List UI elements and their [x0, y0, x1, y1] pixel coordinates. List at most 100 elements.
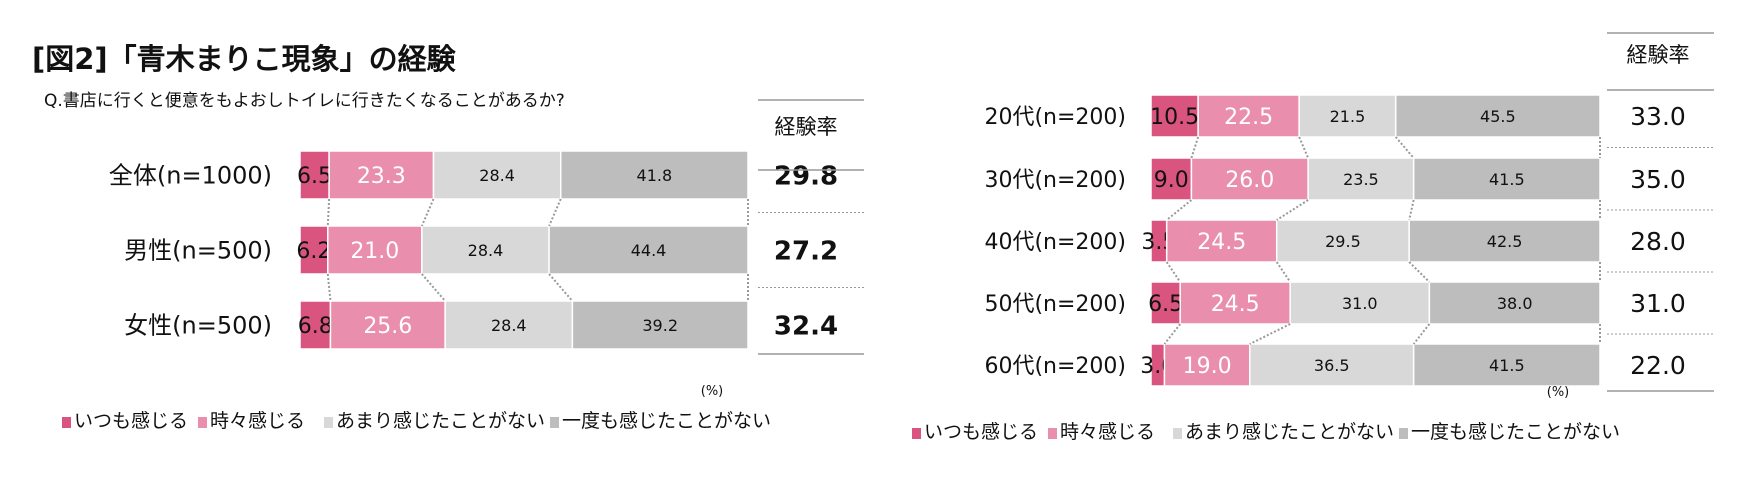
connector-line — [1408, 199, 1415, 221]
rate-header: 経験率 — [1627, 43, 1690, 67]
connector-line — [1276, 199, 1309, 221]
data-label: 39.2 — [642, 316, 678, 335]
data-label: 10.5 — [1150, 105, 1199, 130]
connector-line — [1394, 136, 1415, 159]
data-label: 23.3 — [357, 164, 406, 189]
legend-label: いつも感じる — [74, 410, 188, 432]
legend-label: 時々感じる — [1060, 421, 1155, 443]
connector-line — [421, 273, 446, 302]
category-label: 30代(n=200) — [984, 168, 1126, 193]
bar-segment — [1197, 94, 1300, 138]
bar-segment — [548, 225, 749, 275]
legend-swatch — [1399, 428, 1408, 439]
bar-segment — [559, 150, 749, 200]
legend-swatch — [198, 417, 207, 428]
bar-segment — [299, 150, 330, 200]
rate-value: 27.2 — [774, 236, 838, 266]
connector-line — [326, 273, 332, 302]
legend-swatch — [324, 417, 333, 428]
category-label: 女性(n=500) — [124, 312, 272, 340]
bar-segment — [329, 300, 446, 350]
legend-label: あまり感じたことがない — [1185, 421, 1394, 443]
chart-1: 20代(n=200) 10.5 22.5 21.5 45.5 33.0 30代(n=200)… — [912, 32, 1714, 443]
question-text: Q.書店に行くと便意をもよおしトイレに行きたくなることがあるか? — [44, 91, 565, 111]
connector-line — [1190, 136, 1200, 159]
connector-line — [548, 198, 562, 227]
data-label: 24.5 — [1211, 292, 1260, 317]
connector-line — [1165, 261, 1182, 283]
legend-label: 一度も感じたことがない — [562, 410, 771, 432]
connector-line — [1408, 261, 1431, 283]
data-label: 6.5 — [297, 164, 332, 189]
bar-segment — [1150, 94, 1199, 138]
legend-swatch — [1173, 428, 1182, 439]
connector-line — [326, 198, 331, 227]
legend-swatch — [912, 428, 921, 439]
data-label: 26.0 — [1225, 168, 1274, 193]
category-label: 20代(n=200) — [984, 105, 1126, 130]
data-label: 38.0 — [1497, 294, 1533, 313]
data-label: 6.8 — [298, 314, 333, 339]
bar-segment — [1150, 281, 1181, 325]
data-label: 23.5 — [1343, 170, 1379, 189]
connector-line — [1166, 199, 1193, 221]
data-label: 25.6 — [363, 314, 412, 339]
rate-value: 28.0 — [1630, 227, 1686, 256]
data-label: 6.2 — [296, 239, 331, 264]
rate-header: 経験率 — [775, 115, 838, 139]
bar-segment — [1150, 157, 1193, 201]
category-label: 50代(n=200) — [984, 292, 1126, 317]
connector-line — [1298, 136, 1310, 159]
rate-value: 32.4 — [774, 311, 838, 341]
connector-line — [420, 198, 435, 227]
data-label: 29.5 — [1325, 232, 1361, 251]
rate-value: 22.0 — [1630, 351, 1686, 380]
data-label: 41.5 — [1489, 170, 1525, 189]
connector-line — [1163, 323, 1181, 345]
unit-label: (%) — [1547, 385, 1570, 400]
bar-segment — [1298, 94, 1397, 138]
bar-segment — [1165, 219, 1278, 263]
data-label: 22.5 — [1224, 105, 1273, 130]
bar-segment — [1412, 157, 1601, 201]
bar-segment — [1408, 219, 1601, 263]
data-label: 28.4 — [479, 166, 515, 185]
unit-label: (%) — [701, 384, 724, 399]
rate-value: 29.8 — [774, 161, 838, 191]
category-label: 60代(n=200) — [984, 354, 1126, 379]
chart-0: 全体(n=1000) 6.5 23.3 28.4 41.8 29.8 男性(n=500) 6.… — [62, 99, 864, 432]
data-label: 45.5 — [1480, 107, 1516, 126]
data-label: 44.4 — [631, 241, 667, 260]
bar-segment — [1275, 219, 1410, 263]
figure-title: [図2]「青木まりこ現象」の経験 — [32, 42, 456, 76]
bar-segment — [444, 300, 574, 350]
data-label: 21.0 — [350, 239, 399, 264]
bar-segment — [421, 225, 550, 275]
bar-segment — [299, 225, 329, 275]
data-label: 41.5 — [1489, 356, 1525, 375]
data-label: 21.5 — [1330, 107, 1366, 126]
bar-segment — [1412, 343, 1601, 387]
category-label: 男性(n=500) — [124, 237, 272, 265]
category-label: 全体(n=1000) — [109, 162, 272, 190]
bar-segment — [1190, 157, 1309, 201]
connector-line — [1249, 323, 1291, 345]
rate-value: 31.0 — [1630, 289, 1686, 318]
data-label: 28.4 — [468, 241, 504, 260]
connector-line — [1412, 323, 1431, 345]
bar-segment — [571, 300, 749, 350]
bar-segment — [1394, 94, 1601, 138]
data-label: 31.0 — [1342, 294, 1378, 313]
data-label: 24.5 — [1197, 230, 1246, 255]
data-label: 19.0 — [1183, 354, 1232, 379]
bar-segment — [432, 150, 562, 200]
legend-label: 一度も感じたことがない — [1411, 421, 1620, 443]
category-label: 40代(n=200) — [984, 230, 1126, 255]
connector-line — [1275, 261, 1292, 283]
bar-segment — [327, 225, 423, 275]
legend-label: あまり感じたことがない — [336, 410, 545, 432]
rate-value: 33.0 — [1630, 102, 1686, 131]
legend-swatch — [550, 417, 559, 428]
